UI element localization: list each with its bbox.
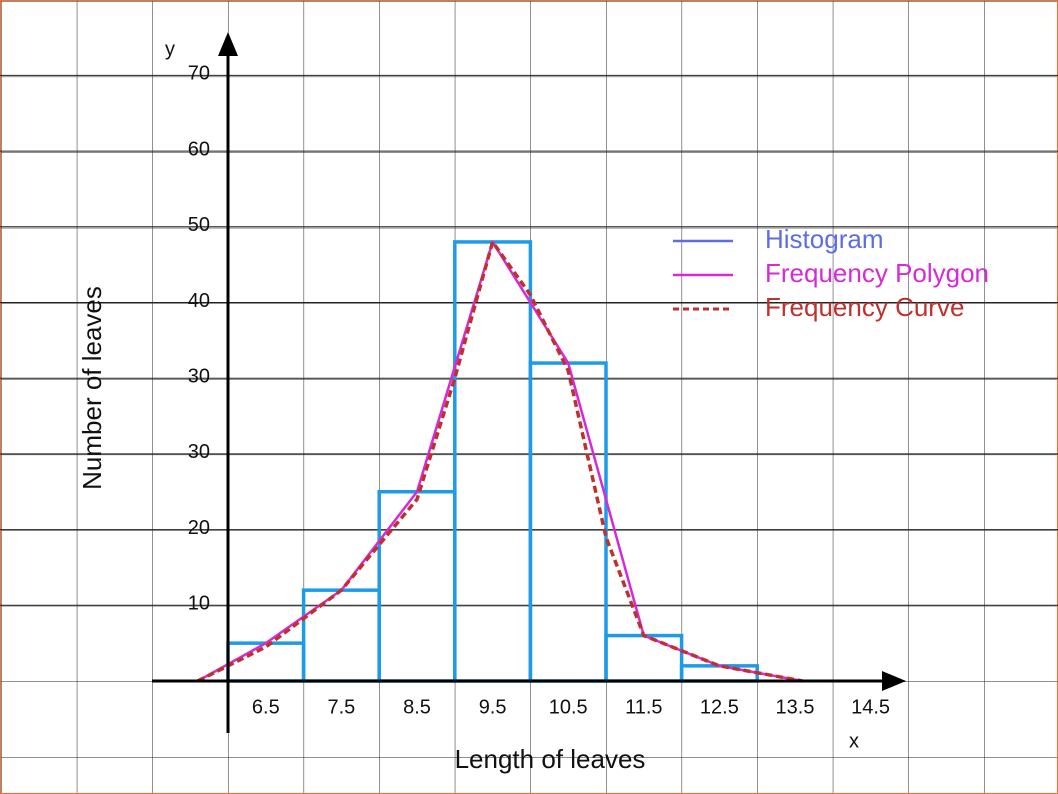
x-tick-label: 7.5 xyxy=(327,696,355,718)
line xyxy=(196,240,803,683)
legend-label: Frequency Polygon xyxy=(765,258,989,288)
x-tick-label: 9.5 xyxy=(479,696,507,718)
x-axis-label: Length of leaves xyxy=(455,744,646,774)
y-axis-label: Number of leaves xyxy=(77,286,107,490)
x-tick-label: 8.5 xyxy=(403,696,431,718)
y-tick-label: 30 xyxy=(188,365,210,387)
y-tick-label: 60 xyxy=(188,138,210,160)
y-symbol: y xyxy=(165,38,175,60)
x-tick-label: 10.5 xyxy=(549,696,588,718)
x-tick-label: 12.5 xyxy=(700,696,739,718)
y-tick-label: 40 xyxy=(188,290,210,312)
y-tick-label: 10 xyxy=(188,593,210,615)
x-tick-label: 14.5 xyxy=(851,696,890,718)
legend-label: Histogram xyxy=(765,224,883,254)
y-tick-label: 20 xyxy=(188,517,210,539)
y-tick-label: 50 xyxy=(188,214,210,236)
legend-label: Frequency Curve xyxy=(765,292,964,322)
y-tick-label: 30 xyxy=(188,441,210,463)
plot: 10 20 30 30 40 50 60 70 xyxy=(0,63,1058,683)
x-tick-label: 11.5 xyxy=(625,696,662,718)
x-tick-label: 6.5 xyxy=(252,696,280,718)
x-arrow xyxy=(882,671,906,691)
y-tick-label: 70 xyxy=(188,63,210,85)
y-arrow xyxy=(218,32,238,56)
x-tick-label: 13.5 xyxy=(776,696,815,718)
x-symbol: x xyxy=(849,730,859,752)
